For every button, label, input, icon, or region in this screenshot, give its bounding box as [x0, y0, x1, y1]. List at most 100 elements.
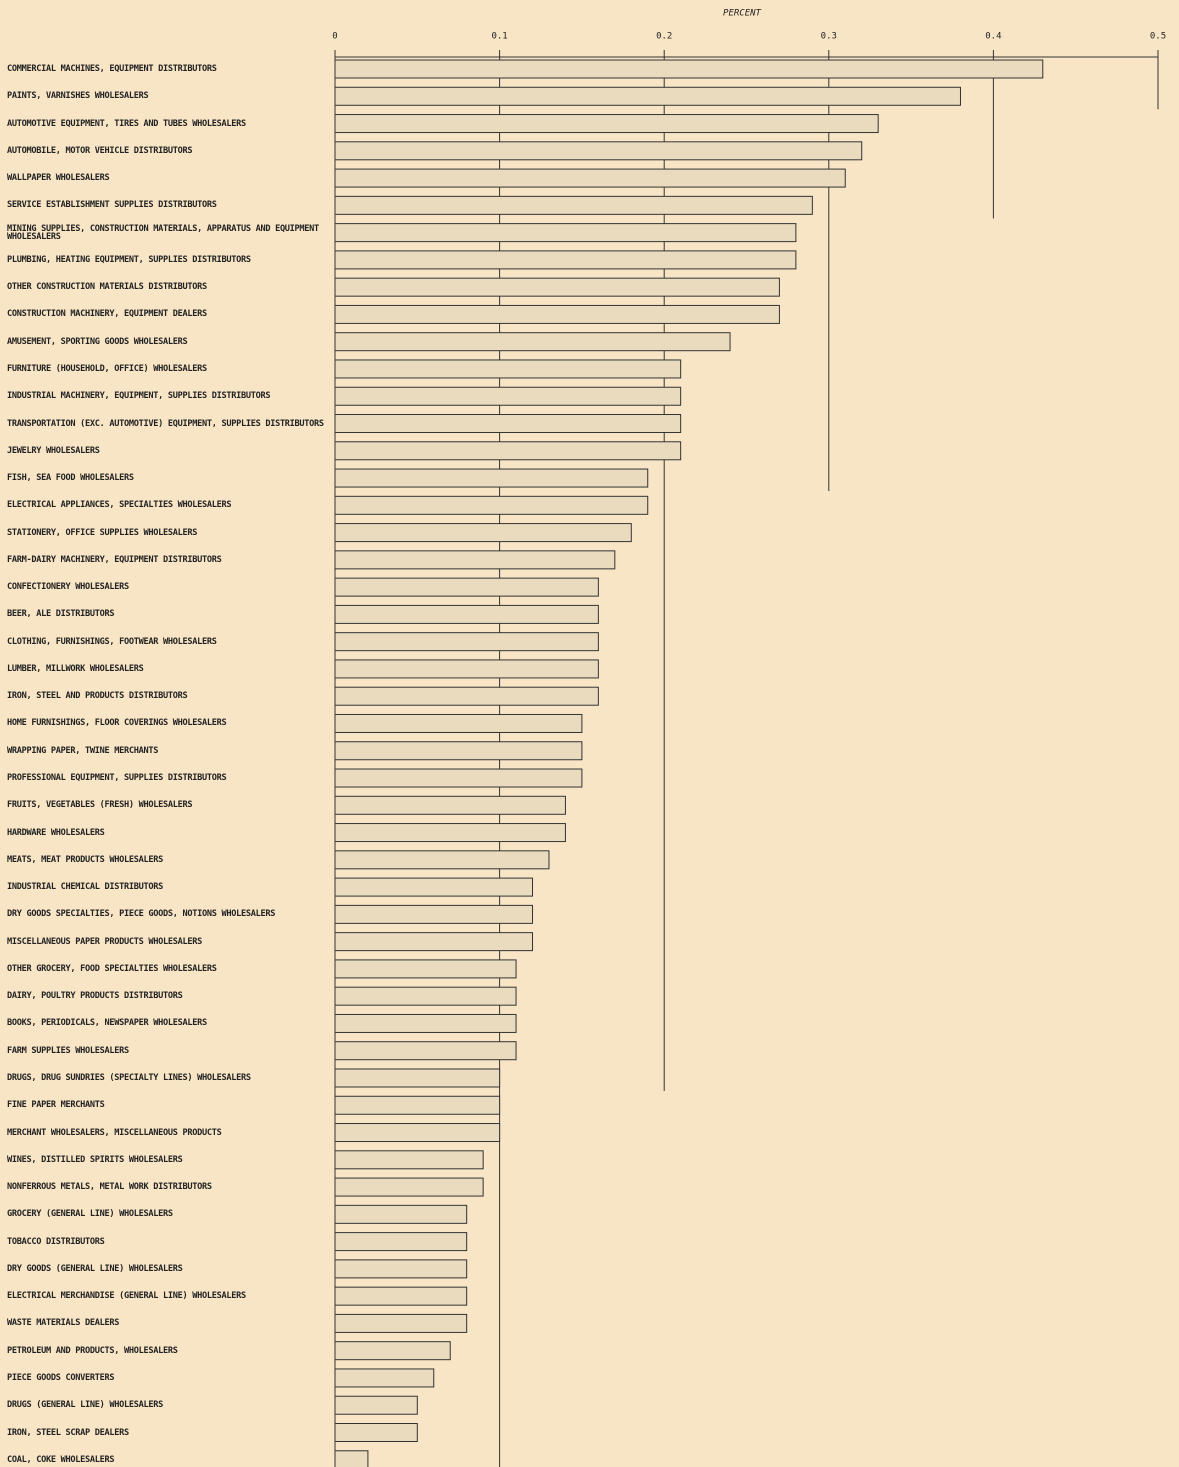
category-label: STATIONERY, OFFICE SUPPLIES WHOLESALERS — [7, 527, 198, 538]
x-tick-label: 0.1 — [491, 32, 507, 42]
x-tick-label: 0.5 — [1150, 32, 1166, 42]
bar — [334, 959, 517, 979]
bar — [334, 1068, 501, 1088]
bar — [334, 1259, 468, 1279]
category-label: INDUSTRIAL CHEMICAL DISTRIBUTORS — [7, 882, 163, 893]
category-label: MINING SUPPLIES, CONSTRUCTION MATERIALS,… — [7, 223, 319, 242]
bar — [334, 604, 599, 624]
bar — [334, 877, 534, 897]
bar — [334, 550, 616, 570]
bar — [334, 1286, 468, 1306]
category-label: WASTE MATERIALS DEALERS — [7, 1318, 120, 1329]
category-label: PROFESSIONAL EQUIPMENT, SUPPLIES DISTRIB… — [7, 773, 227, 784]
category-label: IRON, STEEL AND PRODUCTS DISTRIBUTORS — [7, 691, 188, 702]
bar — [334, 741, 583, 761]
bar — [334, 1450, 369, 1467]
bar — [334, 59, 1044, 79]
bar — [334, 386, 682, 406]
category-label: CONSTRUCTION MACHINERY, EQUIPMENT DEALER… — [7, 309, 207, 320]
bar — [334, 277, 780, 297]
bar — [334, 141, 863, 161]
bar — [334, 495, 649, 515]
category-label: OTHER GROCERY, FOOD SPECIALTIES WHOLESAL… — [7, 963, 217, 974]
category-label: MISCELLANEOUS PAPER PRODUCTS WHOLESALERS — [7, 936, 202, 947]
bar — [334, 1395, 418, 1415]
category-label: INDUSTRIAL MACHINERY, EQUIPMENT, SUPPLIE… — [7, 391, 271, 402]
bar — [334, 223, 797, 243]
category-label: HARDWARE WHOLESALERS — [7, 827, 105, 838]
category-label: AMUSEMENT, SPORTING GOODS WHOLESALERS — [7, 336, 188, 347]
bar — [334, 1423, 418, 1442]
bar — [334, 1368, 435, 1388]
category-label: NONFERROUS METALS, METAL WORK DISTRIBUTO… — [7, 1182, 212, 1193]
category-label: PETROLEUM AND PRODUCTS, WHOLESALERS — [7, 1345, 178, 1356]
x-tick-label: 0.4 — [985, 32, 1001, 42]
category-label: WRAPPING PAPER, TWINE MERCHANTS — [7, 745, 159, 756]
bar — [334, 986, 517, 1006]
bar — [334, 1123, 501, 1143]
bar — [334, 468, 649, 488]
bar — [334, 168, 846, 188]
bar — [334, 332, 731, 352]
category-label: LUMBER, MILLWORK WHOLESALERS — [7, 663, 144, 674]
bar — [334, 359, 682, 379]
bar — [334, 1232, 468, 1252]
axis-title: PERCENT — [723, 9, 762, 19]
bar — [334, 686, 599, 706]
category-label: AUTOMOBILE, MOTOR VEHICLE DISTRIBUTORS — [7, 145, 193, 156]
bar — [334, 1095, 501, 1115]
category-label: GROCERY (GENERAL LINE) WHOLESALERS — [7, 1209, 173, 1220]
bar — [334, 1313, 468, 1333]
category-label: JEWELRY WHOLESALERS — [7, 445, 100, 456]
bar — [334, 795, 566, 815]
category-label: BEER, ALE DISTRIBUTORS — [7, 609, 115, 620]
category-label: FRUITS, VEGETABLES (FRESH) WHOLESALERS — [7, 800, 193, 811]
category-label: DRUGS (GENERAL LINE) WHOLESALERS — [7, 1400, 163, 1411]
bar — [334, 304, 780, 324]
bar — [334, 713, 583, 733]
category-label: DRY GOODS (GENERAL LINE) WHOLESALERS — [7, 1263, 183, 1274]
x-tick-label: 0 — [332, 32, 337, 42]
category-label: SERVICE ESTABLISHMENT SUPPLIES DISTRIBUT… — [7, 200, 217, 211]
bar — [334, 1013, 517, 1033]
x-tick-label: 0.3 — [821, 32, 837, 42]
category-label: TRANSPORTATION (EXC. AUTOMOTIVE) EQUIPME… — [7, 418, 324, 429]
bar — [334, 823, 566, 843]
category-label: DRUGS, DRUG SUNDRIES (SPECIALTY LINES) W… — [7, 1072, 251, 1083]
x-tick-label: 0.2 — [656, 32, 672, 42]
category-label: MERCHANT WHOLESALERS, MISCELLANEOUS PROD… — [7, 1127, 222, 1138]
category-label: TOBACCO DISTRIBUTORS — [7, 1236, 105, 1247]
category-label: COMMERCIAL MACHINES, EQUIPMENT DISTRIBUT… — [7, 64, 217, 74]
category-label: BOOKS, PERIODICALS, NEWSPAPER WHOLESALER… — [7, 1018, 207, 1029]
bar — [334, 577, 599, 597]
bar — [334, 86, 961, 106]
bar — [334, 1177, 484, 1197]
category-label: FURNITURE (HOUSEHOLD, OFFICE) WHOLESALER… — [7, 363, 207, 374]
category-label: CLOTHING, FURNISHINGS, FOOTWEAR WHOLESAL… — [7, 636, 217, 647]
category-label: AUTOMOTIVE EQUIPMENT, TIRES AND TUBES WH… — [7, 118, 246, 129]
category-label: MEATS, MEAT PRODUCTS WHOLESALERS — [7, 854, 163, 865]
category-label: ELECTRICAL MERCHANDISE (GENERAL LINE) WH… — [7, 1291, 246, 1302]
category-label: WALLPAPER WHOLESALERS — [7, 173, 110, 184]
bar — [334, 250, 797, 270]
bar — [334, 932, 534, 952]
category-label: FARM SUPPLIES WHOLESALERS — [7, 1045, 129, 1056]
bar — [334, 850, 550, 870]
bar — [334, 523, 632, 543]
bar — [334, 195, 813, 215]
bar — [334, 632, 599, 652]
category-label: OTHER CONSTRUCTION MATERIALS DISTRIBUTOR… — [7, 282, 207, 293]
bar — [334, 768, 583, 788]
category-label: CONFECTIONERY WHOLESALERS — [7, 582, 129, 593]
bar — [334, 1041, 517, 1061]
category-label: FISH, SEA FOOD WHOLESALERS — [7, 473, 134, 484]
category-label: COAL, COKE WHOLESALERS — [7, 1454, 115, 1465]
category-label: IRON, STEEL SCRAP DEALERS — [7, 1427, 129, 1438]
category-label: DRY GOODS SPECIALTIES, PIECE GOODS, NOTI… — [7, 909, 276, 920]
bar — [334, 1341, 451, 1361]
category-label: FINE PAPER MERCHANTS — [7, 1100, 105, 1111]
category-label: DAIRY, POULTRY PRODUCTS DISTRIBUTORS — [7, 991, 183, 1002]
category-label: ELECTRICAL APPLIANCES, SPECIALTIES WHOLE… — [7, 500, 232, 511]
